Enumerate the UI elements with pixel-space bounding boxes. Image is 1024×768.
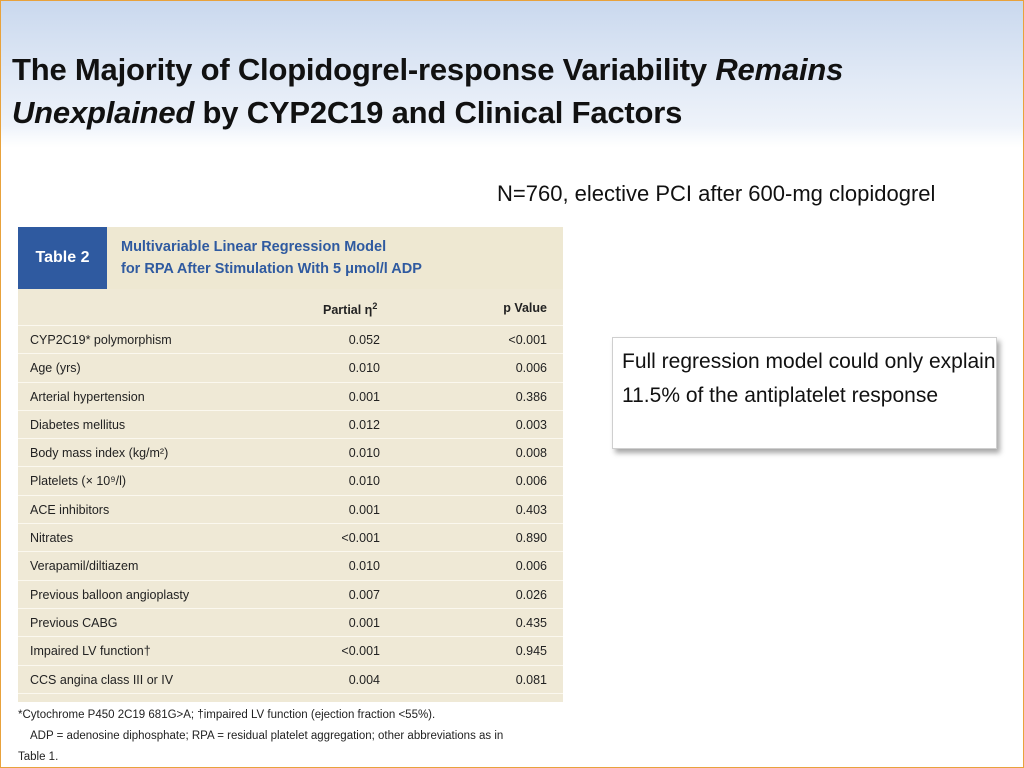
row-label: Body mass index (kg/m²) [30,446,169,461]
title-line1-text: The Majority of Clopidogrel-response Var… [12,52,716,87]
table-title-line1: Multivariable Linear Regression Model [121,239,387,255]
row-p-value: 0.081 [515,672,547,687]
table-row: Previous balloon angioplasty 0.007 0.026 [18,579,563,608]
row-partial-eta: <0.001 [341,644,380,659]
row-label: Previous balloon angioplasty [30,587,190,602]
table-body: Partial η2 p Value CYP2C19* polymorphism… [18,289,563,702]
row-p-value: 0.435 [515,615,547,630]
row-p-value: 0.403 [515,502,547,517]
slide-title: The Majority of Clopidogrel-response Var… [12,48,1002,134]
row-partial-eta: 0.001 [348,502,380,517]
table-rows: CYP2C19* polymorphism 0.052 <0.001 Age (yrs… [18,325,563,693]
row-partial-eta: 0.001 [348,615,380,630]
row-partial-eta: 0.052 [348,333,380,347]
row-label: Diabetes mellitus [30,417,126,432]
column-header-p-value: p Value [503,301,547,315]
row-p-value: <0.001 [508,333,547,347]
table-header: Table 2 Multivariable Linear Regression … [18,227,563,289]
table-row: Previous CABG 0.001 0.435 [18,607,563,636]
table-badge: Table 2 [18,227,107,289]
title-line2-text: by CYP2C19 and Clinical Factors [194,95,683,130]
table-row: CCS angina class III or IV 0.004 0.081 [18,664,563,693]
row-label: Verapamil/diltiazem [30,559,139,574]
table-footnotes: *Cytochrome P450 2C19 681G>A; †impaired … [18,705,568,768]
row-partial-eta: 0.010 [348,446,380,461]
footnote-line-3: Table 1. [18,751,59,763]
regression-table: Table 2 Multivariable Linear Regression … [18,227,563,702]
footnote-line-1: *Cytochrome P450 2C19 681G>A; †impaired … [18,709,436,721]
row-label: CYP2C19* polymorphism [30,333,172,347]
regression-callout: Full regression model could only explain… [612,337,997,449]
row-partial-eta: <0.001 [341,531,380,546]
row-label: ACE inhibitors [30,502,110,517]
table-row: Arterial hypertension 0.001 0.386 [18,381,563,410]
table-row: Body mass index (kg/m²) 0.010 0.008 [18,438,563,466]
row-label: Nitrates [30,531,74,546]
table-column-headers: Partial η2 p Value [18,289,563,325]
row-p-value: 0.026 [515,587,547,602]
row-label: Arterial hypertension [30,389,145,404]
row-partial-eta: 0.010 [348,361,380,376]
row-label: CCS angina class III or IV [30,672,174,687]
footnote-line-2: ADP = adenosine diphosphate; RPA = resid… [30,730,504,742]
column-header-partial-eta: Partial η2 [323,301,378,318]
title-band [0,0,1024,148]
title-line1-emphasis: Remains [715,52,844,87]
row-label: Impaired LV function† [30,644,151,659]
row-partial-eta: 0.004 [348,672,380,687]
row-p-value: 0.386 [515,389,547,404]
study-subtitle: N=760, elective PCI after 600-mg clopido… [497,181,936,206]
row-label: Age (yrs) [30,361,81,376]
row-p-value: 0.890 [515,531,547,546]
table-row: ACE inhibitors 0.001 0.403 [18,494,563,523]
row-partial-eta: 0.001 [348,389,380,404]
table-row: Diabetes mellitus 0.012 0.003 [18,409,563,438]
table-row: CYP2C19* polymorphism 0.052 <0.001 [18,325,563,353]
table-row: Impaired LV function† <0.001 0.945 [18,636,563,664]
row-label: Platelets (× 10⁹/l) [30,474,127,489]
title-line2-emphasis: Unexplained [12,95,195,130]
row-partial-eta: 0.010 [348,559,380,574]
table-title: Multivariable Linear Regression Model fo… [121,236,551,280]
table-row: Verapamil/diltiazem 0.010 0.006 [18,551,563,579]
table-row: Platelets (× 10⁹/l) 0.010 0.006 [18,466,563,494]
row-p-value: 0.008 [515,446,547,461]
table-row: Nitrates <0.001 0.890 [18,523,563,551]
row-p-value: 0.945 [515,644,547,659]
table-bottom-edge [18,692,563,702]
table-title-line2: for RPA After Stimulation With 5 μmol/l … [121,261,422,277]
row-partial-eta: 0.012 [348,417,380,432]
row-p-value: 0.006 [515,474,547,489]
table-row: Age (yrs) 0.010 0.006 [18,353,563,381]
row-p-value: 0.003 [515,417,547,432]
row-p-value: 0.006 [515,361,547,376]
row-p-value: 0.006 [515,559,547,574]
row-partial-eta: 0.010 [348,474,380,489]
row-label: Previous CABG [30,615,118,630]
row-partial-eta: 0.007 [348,587,380,602]
